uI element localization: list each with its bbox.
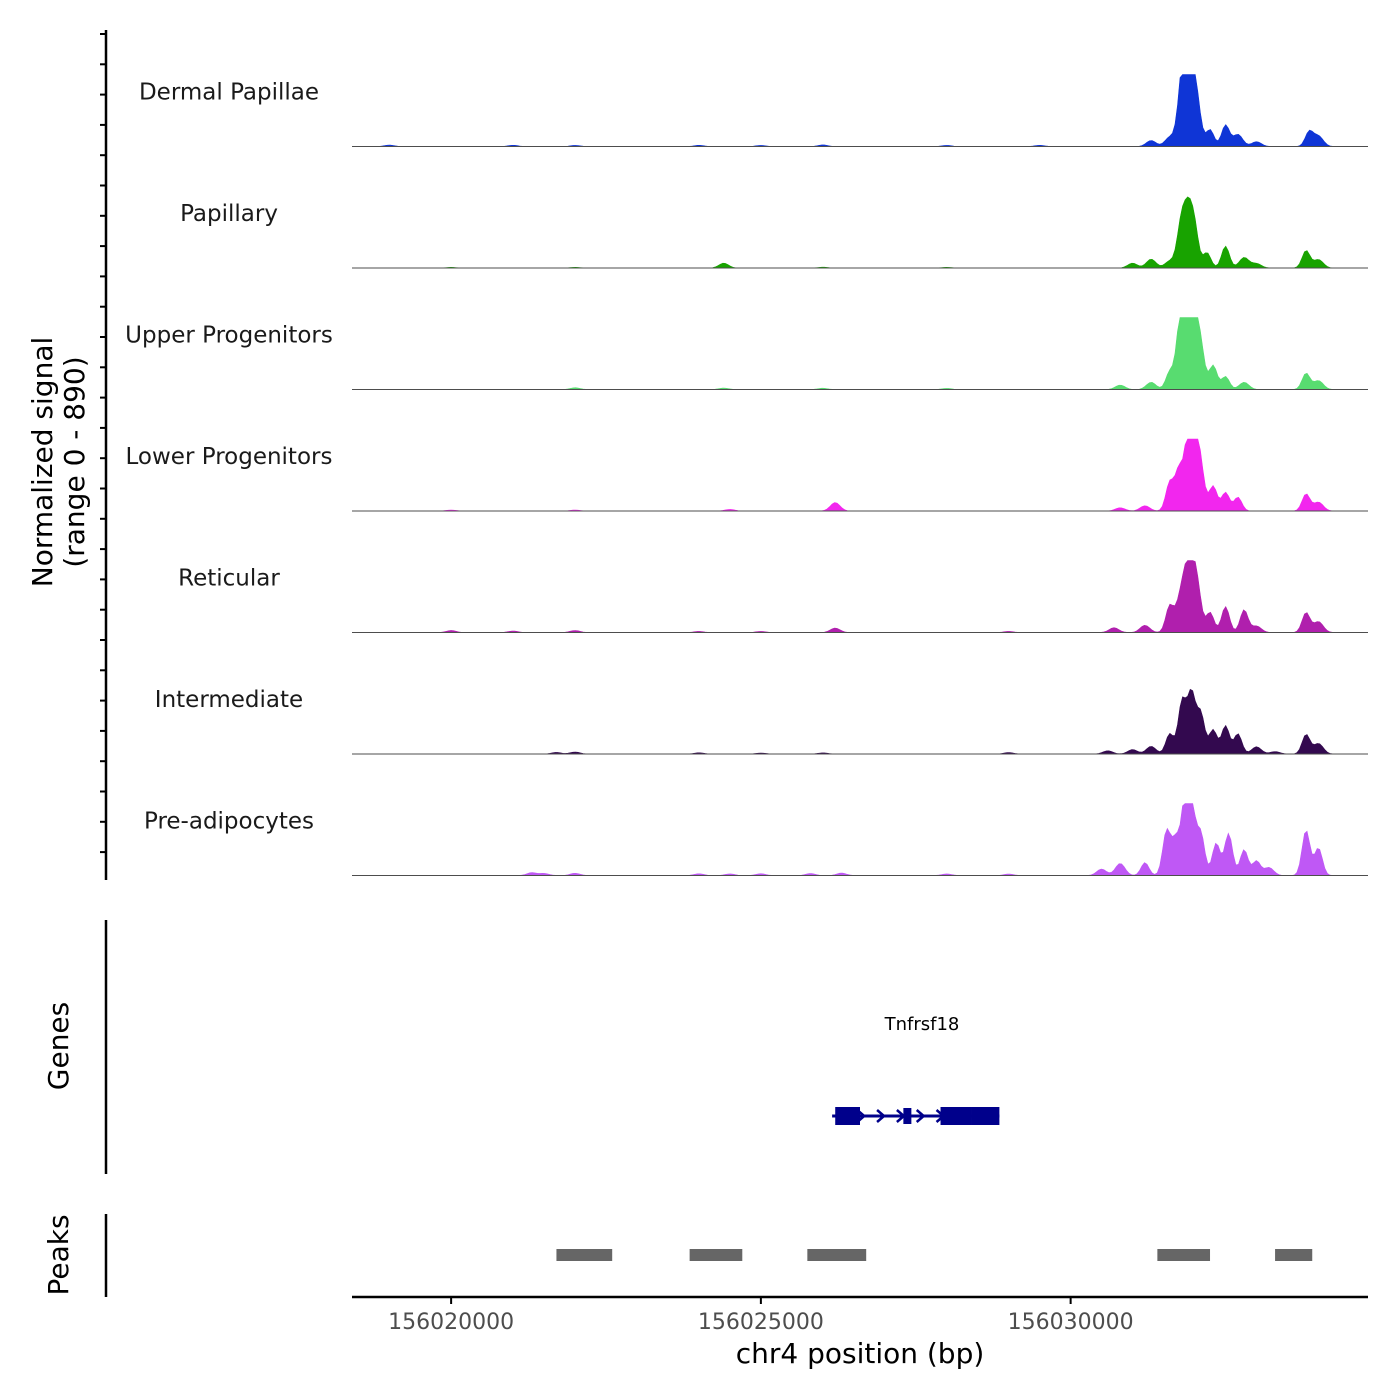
peak-regions	[556, 1249, 1313, 1261]
gene-exon	[971, 1107, 1000, 1125]
signal-area	[352, 803, 1368, 876]
track-label: Papillary	[180, 201, 278, 227]
gene-model	[832, 1107, 1000, 1125]
peak-region	[1157, 1249, 1211, 1261]
gene-name-label: Tnfrsf18	[884, 1014, 960, 1035]
gene-exon	[940, 1107, 972, 1125]
peaks-track: Peaks	[42, 1214, 1313, 1296]
peak-region	[689, 1249, 743, 1261]
peak-region	[1275, 1249, 1313, 1261]
x-tick-label: 156030000	[1008, 1310, 1134, 1335]
track-label: Dermal Papillae	[139, 80, 319, 106]
signal-area	[352, 74, 1368, 147]
track-upper-progenitors: Upper Progenitors	[125, 317, 1368, 390]
peak-region	[807, 1249, 867, 1261]
x-tick-label: 156020000	[388, 1310, 514, 1335]
signal-area	[352, 560, 1368, 633]
y-axis-title: Normalized signal	[26, 337, 59, 588]
track-reticular: Reticular	[178, 560, 1368, 633]
track-dermal-papillae: Dermal Papillae	[139, 74, 1368, 147]
signal-area	[352, 317, 1368, 390]
peaks-track-label: Peaks	[42, 1214, 75, 1295]
gene-exon	[903, 1108, 912, 1124]
x-tick-label: 156025000	[698, 1310, 824, 1335]
track-label: Intermediate	[155, 687, 303, 713]
left-axes	[100, 30, 108, 1297]
genes-track: Genes Tnfrsf18	[42, 1002, 1000, 1125]
signal-area	[352, 688, 1368, 755]
strand-arrow	[876, 1109, 886, 1123]
signal-area	[352, 438, 1368, 512]
track-label: Upper Progenitors	[125, 323, 333, 349]
y-axis-subtitle: (range 0 - 890)	[58, 356, 91, 567]
strand-arrow	[915, 1109, 926, 1123]
track-lower-progenitors: Lower Progenitors	[126, 438, 1368, 512]
x-axis: 156020000 156025000 156030000	[352, 1295, 1368, 1335]
genes-track-label: Genes	[42, 1002, 75, 1090]
track-label: Pre-adipocytes	[144, 809, 314, 835]
peak-region	[556, 1249, 613, 1261]
track-label: Lower Progenitors	[126, 444, 333, 470]
signal-area	[352, 196, 1368, 269]
coverage-tracks: Dermal Papillae Papillary Upper Progenitor…	[125, 74, 1368, 876]
track-pre-adipocytes: Pre-adipocytes	[144, 803, 1368, 876]
track-intermediate: Intermediate	[155, 687, 1368, 755]
x-axis-title: chr4 position (bp)	[736, 1337, 985, 1370]
gene-exon	[835, 1107, 860, 1125]
track-papillary: Papillary	[180, 196, 1368, 269]
track-label: Reticular	[178, 566, 280, 592]
